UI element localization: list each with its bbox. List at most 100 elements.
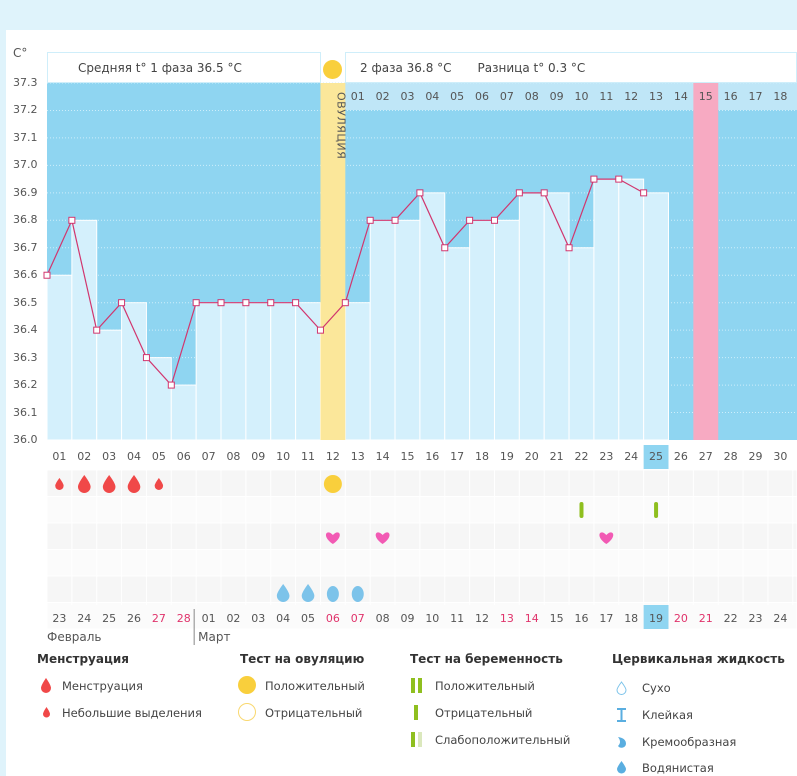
calendar-date[interactable]: 05: [301, 612, 316, 625]
cycle-day[interactable]: 27: [698, 450, 713, 463]
calendar-date[interactable]: 14: [524, 612, 539, 625]
calendar-date[interactable]: 15: [549, 612, 564, 625]
temperature-point: [466, 216, 474, 224]
post-ovulation-day: 01: [350, 90, 365, 103]
legend-fluid-title: Цервикальная жидкость: [612, 652, 785, 666]
calendar-date[interactable]: 26: [127, 612, 141, 625]
cycle-day[interactable]: 23: [599, 450, 614, 463]
calendar-date[interactable]: 23: [748, 612, 763, 625]
calendar-date[interactable]: 10: [425, 612, 440, 625]
calendar-date[interactable]: 23: [52, 612, 67, 625]
cycle-day[interactable]: 14: [375, 450, 390, 463]
calendar-date[interactable]: 08: [375, 612, 390, 625]
light-drop-icon: [43, 707, 50, 718]
calendar-date[interactable]: 18: [624, 612, 639, 625]
legend-item: Кремообразная: [642, 735, 737, 749]
cycle-day[interactable]: 17: [450, 450, 465, 463]
cycle-day[interactable]: 12: [325, 450, 340, 463]
cycle-day[interactable]: 05: [151, 450, 166, 463]
cycle-day[interactable]: 10: [276, 450, 291, 463]
ovulation-sun-icon: [323, 60, 342, 79]
temperature-point: [192, 299, 200, 307]
cycle-day[interactable]: 07: [201, 450, 216, 463]
cycle-day[interactable]: 18: [475, 450, 490, 463]
y-tick: 36.9: [13, 185, 38, 199]
temperature-bar: [170, 384, 197, 441]
calendar-date[interactable]: 24: [77, 612, 92, 625]
calendar-date[interactable]: 06: [325, 612, 340, 625]
temperature-bar: [270, 302, 297, 441]
marker-row: [46, 469, 797, 497]
cycle-day[interactable]: 11: [301, 450, 316, 463]
cycle-day[interactable]: 29: [748, 450, 763, 463]
cycle-day[interactable]: 01: [52, 450, 67, 463]
temperature-bar: [419, 192, 446, 441]
post-ovulation-day: 15: [698, 90, 713, 103]
calendar-date[interactable]: 01: [201, 612, 216, 625]
calendar-date[interactable]: 19: [649, 612, 664, 625]
calendar-date[interactable]: 27: [151, 612, 166, 625]
legend-item: Небольшие выделения: [62, 706, 202, 720]
sticky-icon: [617, 708, 626, 722]
temperature-point: [93, 326, 101, 334]
cycle-day[interactable]: 21: [549, 450, 564, 463]
cycle-day[interactable]: 22: [574, 450, 589, 463]
post-ovulation-day: 09: [549, 90, 564, 103]
cycle-day[interactable]: 26: [673, 450, 688, 463]
calendar-date[interactable]: 12: [475, 612, 490, 625]
cycle-day[interactable]: 19: [499, 450, 514, 463]
calendar-date[interactable]: 13: [499, 612, 514, 625]
calendar-date[interactable]: 09: [400, 612, 415, 625]
cycle-day[interactable]: 08: [226, 450, 241, 463]
calendar-date[interactable]: 17: [599, 612, 614, 625]
calendar-date[interactable]: 11: [450, 612, 465, 625]
temperature-bar: [46, 274, 73, 441]
phase2-label: 2 фаза 36.8 °C: [360, 61, 452, 75]
cycle-day[interactable]: 02: [77, 450, 92, 463]
cycle-day[interactable]: 03: [102, 450, 117, 463]
watery-drop-icon: [301, 584, 315, 602]
cycle-day[interactable]: 28: [723, 450, 738, 463]
temperature-point: [640, 189, 648, 197]
legend-item: Отрицательный: [435, 706, 533, 720]
temperature-bar: [493, 219, 520, 441]
legend-item: Положительный: [265, 679, 365, 693]
cycle-day[interactable]: 25: [649, 450, 664, 463]
cycle-day[interactable]: 15: [400, 450, 415, 463]
calendar-date[interactable]: 03: [251, 612, 266, 625]
menstruation-drop-icon: [102, 475, 116, 493]
calendar-date[interactable]: 07: [350, 612, 365, 625]
cycle-day[interactable]: 30: [773, 450, 788, 463]
faint-line-icon: [411, 732, 415, 747]
legend-pregnancy-title: Тест на беременность: [410, 652, 563, 666]
calendar-date[interactable]: 02: [226, 612, 241, 625]
cycle-day[interactable]: 09: [251, 450, 266, 463]
post-ovulation-day: 02: [375, 90, 390, 103]
calendar-date[interactable]: 25: [102, 612, 117, 625]
post-ovulation-day: 08: [524, 90, 539, 103]
ovulation-positive-icon: [323, 475, 342, 493]
post-ovulation-day: 05: [450, 90, 465, 103]
cycle-day[interactable]: 13: [350, 450, 365, 463]
cycle-day[interactable]: 24: [624, 450, 639, 463]
calendar-date[interactable]: 24: [773, 612, 788, 625]
calendar-date[interactable]: 16: [574, 612, 589, 625]
calendar-date[interactable]: 28: [176, 612, 191, 625]
cycle-day[interactable]: 04: [127, 450, 141, 463]
cycle-day[interactable]: 06: [176, 450, 191, 463]
post-ovulation-day: 17: [748, 90, 763, 103]
calendar-date[interactable]: 20: [673, 612, 688, 625]
post-ovulation-day: 03: [400, 90, 415, 103]
calendar-date[interactable]: 04: [276, 612, 291, 625]
temperature-bar: [96, 329, 123, 441]
post-ovulation-day: 04: [425, 90, 440, 103]
temperature-point: [540, 189, 548, 197]
legend-item: Сухо: [642, 681, 671, 695]
cycle-day[interactable]: 16: [425, 450, 440, 463]
temperature-point: [615, 175, 623, 183]
calendar-date[interactable]: 21: [698, 612, 713, 625]
cycle-day[interactable]: 20: [524, 450, 539, 463]
calendar-date[interactable]: 22: [723, 612, 738, 625]
positive-circle-icon: [238, 676, 256, 694]
